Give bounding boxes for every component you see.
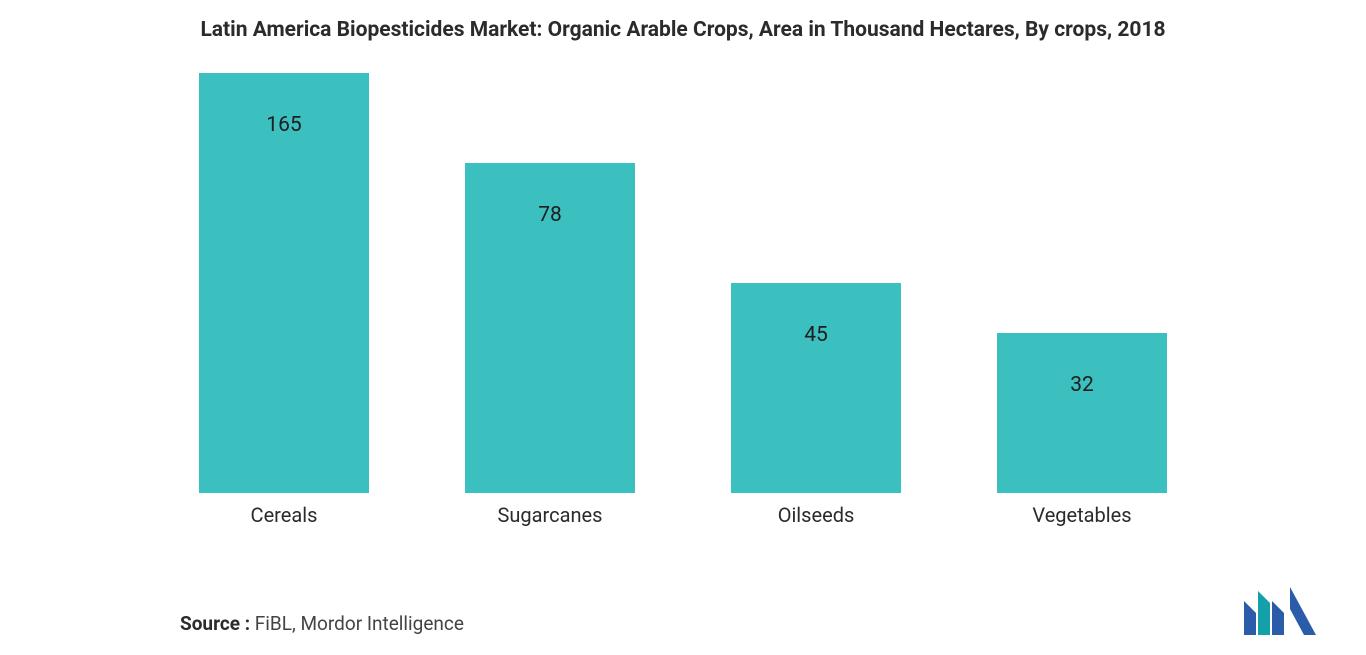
footer: Source : FiBL, Mordor Intelligence [0,527,1366,655]
chart-container: Latin America Biopesticides Market: Orga… [0,0,1366,655]
source-text: FiBL, Mordor Intelligence [250,612,464,635]
source-line: Source : FiBL, Mordor Intelligence [180,612,464,635]
bar-group-cereals: 165 Cereals [199,73,369,527]
plot-area: 165 Cereals 78 Sugarcanes 45 Oilseeds 32… [0,50,1366,527]
bar-value: 165 [266,113,301,137]
bar-value: 45 [804,323,828,347]
bar-group-sugarcanes: 78 Sugarcanes [465,163,635,527]
x-label: Oilseeds [778,503,855,527]
bar-group-vegetables: 32 Vegetables [997,333,1167,527]
bar-vegetables: 32 [997,333,1167,493]
bar-group-oilseeds: 45 Oilseeds [731,283,901,527]
bar-oilseeds: 45 [731,283,901,493]
x-label: Sugarcanes [498,503,603,527]
source-label: Source : [180,612,250,635]
bar-sugarcanes: 78 [465,163,635,493]
bar-value: 32 [1070,373,1094,397]
bar-cereals: 165 [199,73,369,493]
bar-value: 78 [538,203,562,227]
mordor-logo-icon [1244,587,1326,635]
x-label: Cereals [251,503,318,527]
chart-title: Latin America Biopesticides Market: Orga… [0,0,1366,50]
x-label: Vegetables [1032,503,1131,527]
